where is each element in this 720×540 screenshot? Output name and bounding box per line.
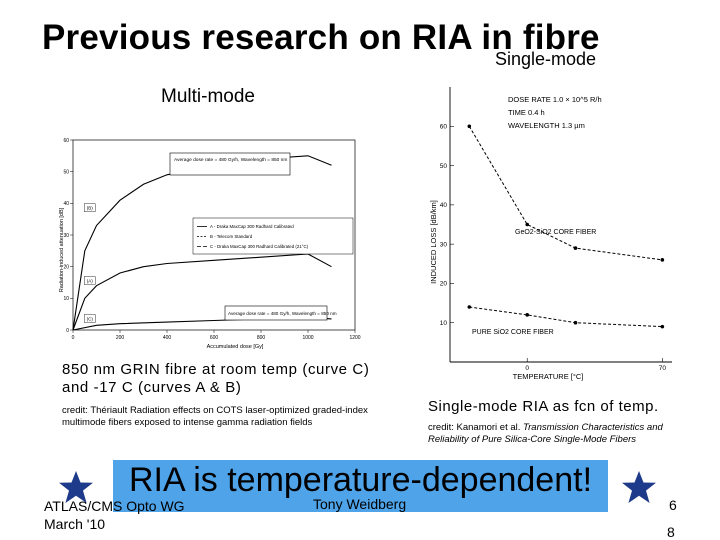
singlemode-series-line [469,306,663,328]
multimode-xlabel: Accumulated dose [Gy] [207,344,264,350]
multimode-chart: 0 200 400 600 800 1000 1200 0 10 20 30 40 50 60 (B) (A… [55,130,375,355]
singlemode-condition: TIME 0.4 h [508,108,545,117]
singlemode-series [467,124,665,329]
singlemode-data-point [467,305,472,309]
multimode-x-tick-label: 1000 [302,335,313,341]
singlemode-x-tick-label: 70 [659,365,667,372]
multimode-x-tick-label: 0 [72,335,75,341]
slide-title: Previous research on RIA in fibre [42,18,600,57]
multimode-caption: 850 nm GRIN fibre at room temp (curve C)… [62,361,370,396]
singlemode-ylabel: INDUCED LOSS [dB/km] [429,200,438,284]
star-icon [59,471,93,503]
singlemode-series-label: PURE SiO2 CORE FIBER [472,329,554,336]
footer-author: Tony Weidberg [313,496,407,512]
multimode-legend-entry: C - Draka MaxCap 300 Radhard Calibrated … [210,244,309,249]
conclusion-banner [113,460,608,512]
multimode-legend-box [192,217,354,255]
singlemode-data-point [467,124,472,129]
singlemode-credit-authors: credit: Kanamori et al. [428,422,524,433]
footer-group-name: ATLAS/CMS Opto WG [44,498,185,514]
multimode-curve-label: (A) [87,279,94,284]
multimode-curve-label-box [84,203,96,212]
multimode-y-tick-label: 0 [66,328,69,334]
singlemode-credit-title: Transmission Characteristics and Reliabi… [428,422,663,445]
singlemode-condition: WAVELENGTH 1.3 µm [508,121,585,130]
singlemode-data-point [660,324,665,329]
multimode-x-tick-label: 200 [116,335,125,341]
multimode-y-tick-label: 60 [63,138,69,144]
singlemode-y-tick-label: 60 [440,123,448,130]
singlemode-series-line [468,126,663,261]
singlemode-credit: credit: Kanamori et al. Transmission Cha… [428,422,698,446]
singlemode-data-point [573,246,578,250]
singlemode-data-point [525,313,530,317]
conclusion-banner-text: RIA is temperature-dependent! [128,461,593,499]
multimode-x-tick-label: 800 [257,335,266,341]
singlemode-y-tick-label: 30 [440,241,448,248]
footer-date: March '10 [44,516,106,532]
singlemode-y-tick-label: 10 [440,320,448,327]
singlemode-data-point [525,222,530,227]
multimode-annotation: Average dose rate = 480 Gy/h, Wavelength… [228,311,337,316]
total-pages: 8 [667,524,675,540]
multimode-curve-label-box [84,314,96,323]
singlemode-series-label: GeO2-SiO2 CORE FIBER [515,229,596,236]
multimode-ylabel: Radiation-induced attenuation [dB] [59,207,65,292]
multimode-ticks: 0 200 400 600 800 1000 1200 0 10 20 30 40 50 60 [63,138,360,341]
star-icon [622,471,656,503]
multimode-annotation: Average dose rate = 480 Gy/h, Wavelength… [174,157,287,163]
singlemode-axes [449,87,672,363]
singlemode-chart: 0 70 10 20 30 40 50 60 DOSE RATE 1.0 × 10^5 R/h… [420,82,682,387]
multimode-x-tick-label: 1200 [349,335,360,341]
subtitle-single-mode: Single-mode [495,49,597,69]
multimode-legend-entry: A - Draka MaxCap 300 Radhard Calibrated [210,224,294,229]
multimode-y-tick-label: 40 [63,201,69,207]
singlemode-y-tick-label: 50 [440,163,448,170]
singlemode-y-tick-label: 20 [440,281,448,288]
singlemode-data-point [660,258,665,262]
singlemode-data-point [573,320,578,325]
multimode-legend: A - Draka MaxCap 300 Radhard Calibrated B… [192,217,354,255]
multimode-annotation-box [169,152,291,176]
multimode-y-tick-label: 50 [63,169,69,175]
multimode-credit: credit: Thériault Radiation effects on C… [62,405,368,428]
multimode-curve-label: (C) [87,317,94,322]
multimode-x-tick-label: 600 [210,335,219,341]
singlemode-ticks: 0 70 10 20 30 40 50 60 [440,123,667,372]
singlemode-xlabel: TEMPERATURE [°C] [513,372,584,381]
singlemode-caption: Single-mode RIA as fcn of temp. [428,398,659,415]
multimode-annotation-box [224,305,328,321]
singlemode-x-tick-label: 0 [525,365,529,372]
multimode-curve-label-box [84,276,96,285]
multimode-series-line [72,253,332,331]
multimode-legend-entry: B - Telecom Standard [210,234,253,239]
singlemode-y-tick-label: 40 [440,202,448,209]
multimode-y-tick-label: 20 [63,264,69,270]
multimode-x-tick-label: 400 [163,335,172,341]
multimode-y-tick-label: 30 [63,233,69,239]
subtitle-multi-mode: Multi-mode [161,86,255,107]
multimode-curve-label: (B) [87,206,94,211]
page-number: 6 [669,497,677,513]
multimode-y-tick-label: 10 [63,296,69,302]
singlemode-condition: DOSE RATE 1.0 × 10^5 R/h [508,95,602,104]
